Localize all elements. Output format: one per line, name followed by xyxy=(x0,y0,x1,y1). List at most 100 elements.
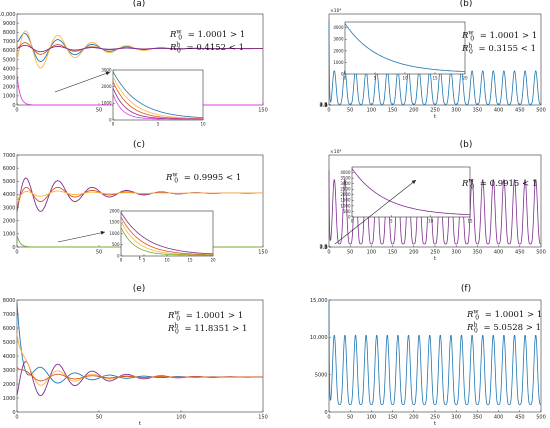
chart_data.1-xtick-label: 100 xyxy=(367,108,377,114)
series-line xyxy=(16,190,263,202)
chart_data.1-xtick-label: 150 xyxy=(388,108,398,114)
chart_data.1.inset-xtick-label: 0 xyxy=(344,76,347,81)
chart_data.0-ytick-label: 5000 xyxy=(3,57,16,63)
chart_data.3-ytick-label: 1.5 xyxy=(320,245,328,251)
chart_data.1.inset-ytick-label: 0 xyxy=(341,71,344,76)
chart_data.4-ytick-label: 8000 xyxy=(3,298,16,304)
chart_data.1-xtick-label: 50 xyxy=(347,108,353,114)
chart_data.2.inset-xtick-label: 5 xyxy=(143,258,146,263)
chart_data.3-xtick-label: 350 xyxy=(473,250,483,256)
chart_data.0.inset-ytick-label: 0 xyxy=(109,117,112,122)
chart_data.3-xtick-label: 450 xyxy=(515,250,525,256)
chart_data.5-xtick-label: 150 xyxy=(388,415,398,421)
chart_data.5-xtick-label: 450 xyxy=(515,415,525,421)
chart_data.3.inset-xtick-label: 15 xyxy=(467,219,473,224)
zoom-arrow xyxy=(54,71,111,93)
chart_data.2-xtick-label: 0 xyxy=(15,250,18,256)
panel-3: (b)0 50 100 150 200 250 300 350 400 450 50000.511.… xyxy=(320,140,546,262)
zoom-arrow-head xyxy=(105,71,110,76)
chart_data.0-ytick-label: 9000 xyxy=(3,21,16,27)
chart_data.2-ytick-label: 5000 xyxy=(3,179,16,185)
zoom-arrow-head xyxy=(100,230,105,235)
chart_data.1-xtick-label: 0 xyxy=(327,108,330,114)
chart_data.2-ytick-label: 6000 xyxy=(3,166,16,172)
inset-plot: 0 5 10 0 1000 2000 3000 xyxy=(101,67,206,126)
chart_data.1.inset-xtick-label: 5 xyxy=(374,76,377,81)
chart_data.0-xtick-label: 0 xyxy=(15,108,18,114)
chart_data.4-xtick-label: 0 xyxy=(15,415,18,421)
chart_data.3-ytick-label: 3 xyxy=(324,245,327,251)
chart_data.2.inset-plot-area xyxy=(120,210,214,257)
chart_data.3.inset-xtick-label: 5 xyxy=(390,219,393,224)
chart_data.3-ytick-label: 2.5 xyxy=(320,245,328,251)
chart_data.4-ytick-label: 6000 xyxy=(3,326,16,332)
chart_data.3-xtick-label: 300 xyxy=(451,250,461,256)
chart_data.2.inset-xtick-label: 20 xyxy=(210,258,216,263)
chart_data.0-ytick-label: 3000 xyxy=(3,75,16,81)
chart_data.2.inset-ytick-label: 1000 xyxy=(109,231,120,236)
chart_data.0.inset-xtick-label: 0 xyxy=(112,122,115,127)
chart_data.3-xtick-label: 400 xyxy=(494,250,504,256)
chart_data.4-xtick-label: 150 xyxy=(258,415,268,421)
chart_data.0-ytick-label: 4000 xyxy=(3,66,16,72)
chart_data.1-ytick-label: 4 xyxy=(324,103,327,109)
chart_data.2-xtick-label: 50 xyxy=(96,250,102,256)
chart_data.0-ytick-label: 7000 xyxy=(3,39,16,45)
inset-series-line xyxy=(351,168,471,216)
chart_data.1.inset-ytick-label: 3000 xyxy=(333,37,344,42)
x-axis-label: t xyxy=(139,256,142,262)
panel-1: (b)0 50 100 150 200 250 300 350 400 450 50000.511.… xyxy=(320,0,546,120)
chart_data.5-xtick-label: 100 xyxy=(367,415,377,421)
chart_data.4-ytick-label: 1000 xyxy=(3,396,16,402)
threshold-annotation: Rw 0 = 1.0001 > 1 xyxy=(167,310,243,323)
chart_data.1-ytick-label: 0.5 xyxy=(320,103,328,109)
inset-series-line xyxy=(344,23,466,72)
x-axis-label: t xyxy=(434,256,437,262)
chart_data.0.inset-ytick-label: 1000 xyxy=(101,101,112,106)
threshold-annotation: Rw 0 = 1.0001 > 1 xyxy=(169,29,245,42)
chart_data.0.inset-ytick-label: 3000 xyxy=(101,67,112,72)
chart_data.3.inset-ytick-label: 3500 xyxy=(340,176,351,181)
chart_data.1-xtick-label: 250 xyxy=(430,108,440,114)
chart_data.3.inset-ytick-label: 2000 xyxy=(340,192,351,197)
chart_data.3.inset-ytick-label: 500 xyxy=(343,209,351,214)
chart_data.2.inset-xtick-label: 0 xyxy=(120,258,123,263)
panel-2: (c)0501001500100020003000400050006000700… xyxy=(3,140,268,263)
chart_data.1-xtick-label: 450 xyxy=(515,108,525,114)
axis-exponent: ×10⁴ xyxy=(330,149,341,155)
chart_data.4-xtick-label: 100 xyxy=(176,415,186,421)
chart_data.3-ytick-label: 1 xyxy=(324,245,327,251)
chart_data.3-xtick-label: 50 xyxy=(347,250,353,256)
chart_data.5-xtick-label: 300 xyxy=(451,415,461,421)
zoom-arrow xyxy=(57,231,106,243)
panel-label: (e) xyxy=(133,284,146,294)
panel-label: (c) xyxy=(133,140,145,150)
chart_data.4-xtick-label: 50 xyxy=(96,415,102,421)
threshold-annotation: Rh 0 = 0.3155 < 1 xyxy=(461,43,536,56)
chart_data.0.inset-ytick-label: 2000 xyxy=(101,84,112,89)
chart_data.5-xtick-label: 200 xyxy=(409,415,419,421)
zoom-arrow xyxy=(334,179,417,245)
chart_data.1-xtick-label: 300 xyxy=(451,108,461,114)
chart_data.4-ytick-label: 7000 xyxy=(3,312,16,318)
inset-plot: 0 5 10 15 20 0 1000 2000 3000 4000 xyxy=(333,21,468,81)
chart_data.3.inset-ytick-label: 0 xyxy=(348,214,351,219)
threshold-annotation: Rw 0 = 0.9915 < 1 xyxy=(461,178,537,191)
chart_data.0.inset-plot-area xyxy=(112,69,204,121)
chart_data.1-ytick-label: 2 xyxy=(324,103,327,109)
chart_data.2-ytick-label: 1000 xyxy=(3,232,16,238)
chart_data.5-ytick-label: 0 xyxy=(324,410,327,416)
chart_data.1.inset-xtick-label: 20 xyxy=(462,76,468,81)
chart_data.5-ytick-label: 5000 xyxy=(315,372,328,378)
chart_data.3-xtick-label: 0 xyxy=(327,250,330,256)
chart_data.3.inset-plot-area xyxy=(351,166,471,218)
chart_data.4-ytick-label: 3000 xyxy=(3,368,16,374)
chart_data.3-xtick-label: 250 xyxy=(430,250,440,256)
inset-series-line xyxy=(120,227,213,256)
chart_data.3.inset-ytick-label: 4000 xyxy=(340,170,351,175)
chart_data.0-xtick-label: 50 xyxy=(96,108,102,114)
chart_data.2.inset-ytick-label: 0 xyxy=(117,253,120,258)
chart_data.5-xtick-label: 250 xyxy=(430,415,440,421)
panel-0: (a)0501001500100020003000400050006000700… xyxy=(0,0,268,127)
x-axis-label: t xyxy=(139,421,142,427)
